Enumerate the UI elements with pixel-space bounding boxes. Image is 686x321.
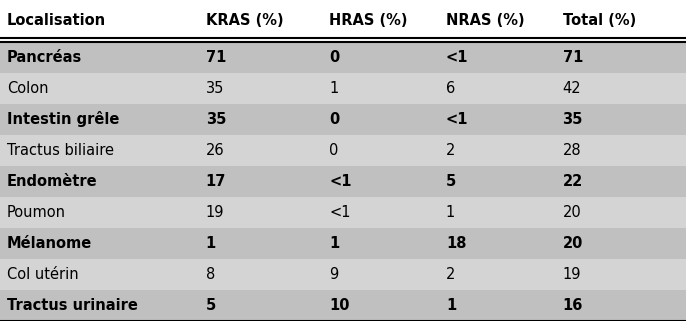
- Text: 1: 1: [206, 236, 216, 251]
- Text: Tractus urinaire: Tractus urinaire: [7, 298, 138, 313]
- Text: 42: 42: [563, 81, 581, 96]
- Text: 28: 28: [563, 143, 581, 158]
- Text: <1: <1: [329, 205, 351, 220]
- Text: 0: 0: [329, 143, 339, 158]
- Text: Localisation: Localisation: [7, 13, 106, 28]
- Text: 19: 19: [563, 267, 581, 282]
- Bar: [0, 104, 686, 135]
- Text: 5: 5: [446, 174, 456, 189]
- Text: 35: 35: [206, 81, 224, 96]
- Text: Intestin grêle: Intestin grêle: [7, 111, 119, 127]
- Text: <1: <1: [446, 50, 469, 65]
- Text: 16: 16: [563, 298, 583, 313]
- Text: Endomètre: Endomètre: [7, 174, 97, 189]
- Text: Colon: Colon: [7, 81, 48, 96]
- Text: Pancréas: Pancréas: [7, 50, 82, 65]
- Text: 1: 1: [329, 81, 338, 96]
- Text: 18: 18: [446, 236, 466, 251]
- Text: NRAS (%): NRAS (%): [446, 13, 525, 28]
- Bar: [0, 135, 686, 166]
- Text: 71: 71: [563, 50, 583, 65]
- Text: Total (%): Total (%): [563, 13, 636, 28]
- Bar: [0, 197, 686, 228]
- Text: Col utérin: Col utérin: [7, 267, 78, 282]
- Bar: [0, 166, 686, 197]
- Text: 10: 10: [329, 298, 350, 313]
- Bar: [0, 259, 686, 290]
- Text: 8: 8: [206, 267, 215, 282]
- Text: 0: 0: [329, 50, 340, 65]
- Text: 1: 1: [329, 236, 340, 251]
- Bar: [0, 228, 686, 259]
- Text: 17: 17: [206, 174, 226, 189]
- Text: 19: 19: [206, 205, 224, 220]
- Text: 26: 26: [206, 143, 224, 158]
- Text: 1: 1: [446, 205, 455, 220]
- Bar: [0, 42, 686, 73]
- Text: Tractus biliaire: Tractus biliaire: [7, 143, 114, 158]
- Text: HRAS (%): HRAS (%): [329, 13, 407, 28]
- Text: 35: 35: [206, 112, 226, 127]
- Bar: [0, 73, 686, 104]
- Text: Poumon: Poumon: [7, 205, 66, 220]
- Bar: [0, 290, 686, 321]
- Text: 22: 22: [563, 174, 583, 189]
- Text: 1: 1: [446, 298, 456, 313]
- Bar: [0, 0, 686, 42]
- Text: 20: 20: [563, 205, 581, 220]
- Text: <1: <1: [329, 174, 352, 189]
- Text: 6: 6: [446, 81, 455, 96]
- Text: <1: <1: [446, 112, 469, 127]
- Text: 20: 20: [563, 236, 583, 251]
- Text: 9: 9: [329, 267, 338, 282]
- Text: 35: 35: [563, 112, 583, 127]
- Text: KRAS (%): KRAS (%): [206, 13, 283, 28]
- Text: 5: 5: [206, 298, 216, 313]
- Text: 0: 0: [329, 112, 340, 127]
- Text: 2: 2: [446, 143, 456, 158]
- Text: 2: 2: [446, 267, 456, 282]
- Text: Mélanome: Mélanome: [7, 236, 92, 251]
- Text: 71: 71: [206, 50, 226, 65]
